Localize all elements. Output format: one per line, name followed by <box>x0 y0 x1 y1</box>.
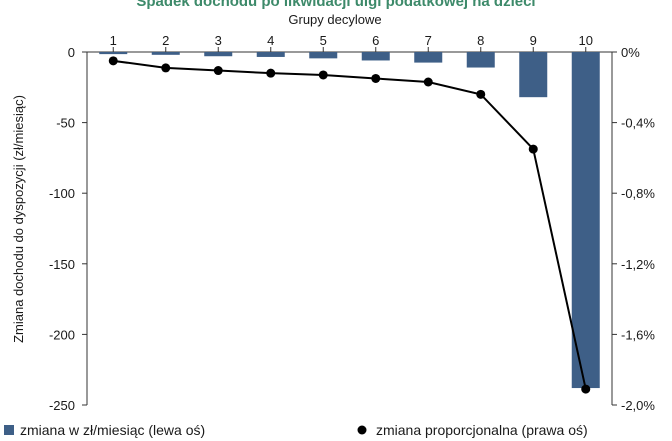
y-right-tick-label: -0,8% <box>621 186 655 201</box>
bar <box>256 52 285 57</box>
legend-bar-swatch <box>4 425 14 435</box>
bar <box>466 52 495 68</box>
line-point <box>423 77 433 87</box>
x-tick-label: 3 <box>215 33 222 48</box>
x-tick-label: 6 <box>372 33 379 48</box>
x-tick-label: 1 <box>110 33 117 48</box>
y-left-tick-label: -50 <box>56 116 75 131</box>
bar <box>204 52 233 57</box>
y-right-tick-label: 0% <box>621 45 640 60</box>
y-axis-title: Zmiana dochodu do dyspozycji (zł/miesiąc… <box>11 95 26 343</box>
x-tick-label: 5 <box>320 33 327 48</box>
y-right-tick-label: -0,4% <box>621 116 655 131</box>
x-axis-title: Grupy decylowe <box>288 12 381 27</box>
chart-title: Spadek dochodu po likwidacji ulgi podatk… <box>136 0 535 10</box>
x-tick-label: 10 <box>579 33 593 48</box>
line-point <box>318 70 328 80</box>
legend: zmiana w zł/miesiąc (lewa oś) zmiana pro… <box>4 422 588 438</box>
x-tick-label: 2 <box>162 33 169 48</box>
bar <box>361 52 390 61</box>
x-tick-label: 4 <box>267 33 274 48</box>
bar <box>519 52 548 98</box>
y-left-tick-label: -250 <box>49 398 75 413</box>
line-point <box>476 89 486 99</box>
y-left-tick-label: -150 <box>49 257 75 272</box>
x-tick-label: 7 <box>425 33 432 48</box>
bar <box>571 52 600 389</box>
proportional-change-line <box>113 59 587 390</box>
bar <box>99 52 128 55</box>
line-point <box>528 144 538 154</box>
legend-bar-label: zmiana w zł/miesiąc (lewa oś) <box>20 422 205 438</box>
legend-line-label: zmiana proporcjonalna (prawa oś) <box>376 422 588 438</box>
legend-line-marker <box>357 425 367 435</box>
x-tick-label: 9 <box>530 33 537 48</box>
y-right-tick-label: -1,2% <box>621 257 655 272</box>
bar <box>414 52 443 63</box>
y-left-tick-label: -200 <box>49 327 75 342</box>
plot-area: 0 -50 -100 -150 -200 -250 0% -0,4% -0,8% -1,2% -1,… <box>49 33 655 413</box>
line-point <box>581 384 591 394</box>
line-point <box>266 68 276 78</box>
bar <box>309 52 338 59</box>
line-point <box>371 73 381 83</box>
y-right-tick-label: -1,6% <box>621 327 655 342</box>
line-point <box>213 66 223 76</box>
y-left-tick-label: -100 <box>49 186 75 201</box>
line-point <box>161 63 171 73</box>
bar <box>151 52 180 55</box>
x-tick-label: 8 <box>477 33 484 48</box>
line-point <box>108 56 118 66</box>
y-left-tick-label: 0 <box>68 45 75 60</box>
y-right-tick-label: -2,0% <box>621 398 655 413</box>
